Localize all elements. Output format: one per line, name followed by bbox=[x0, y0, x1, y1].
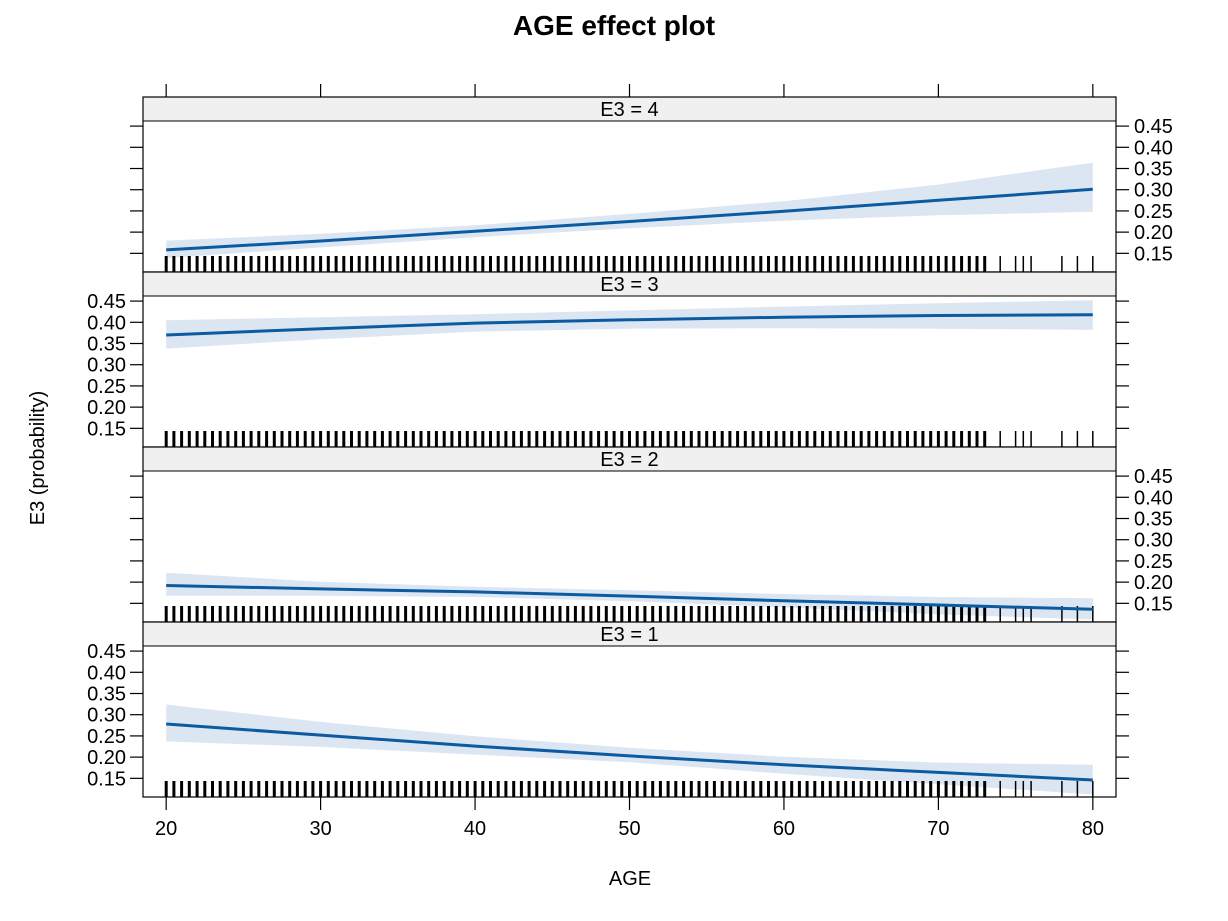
chart-title: AGE effect plot bbox=[513, 10, 715, 41]
y-tick-label: 0.20 bbox=[87, 747, 126, 769]
y-tick-label: 0.40 bbox=[1134, 137, 1173, 159]
confidence-band bbox=[166, 162, 1093, 258]
x-tick-label: 50 bbox=[618, 818, 640, 840]
y-tick-label: 0.45 bbox=[1134, 116, 1173, 138]
y-tick-label: 0.25 bbox=[87, 376, 126, 398]
y-tick-label: 0.25 bbox=[87, 726, 126, 748]
y-tick-label: 0.35 bbox=[1134, 509, 1173, 531]
x-tick-label: 70 bbox=[927, 818, 949, 840]
x-axis-label: AGE bbox=[609, 868, 651, 890]
strip-label: E3 = 4 bbox=[600, 99, 658, 121]
confidence-band bbox=[166, 300, 1093, 349]
y-tick-label: 0.15 bbox=[1134, 593, 1173, 615]
panel-1: E3 = 4 0.150.200.250.300.350.400.45 bbox=[130, 96, 1173, 273]
fit-line bbox=[166, 313, 1093, 337]
strip-box bbox=[142, 446, 1117, 472]
y-axis-label: E3 (probability) bbox=[27, 391, 49, 526]
strip-label: E3 = 3 bbox=[600, 274, 658, 296]
y-tick-label: 0.30 bbox=[1134, 180, 1173, 202]
strip-label: E3 = 1 bbox=[600, 624, 658, 646]
y-tick-label: 0.45 bbox=[87, 291, 126, 313]
x-axis: 20 30 40 50 60 70 80 bbox=[155, 84, 1104, 840]
y-tick-label: 0.25 bbox=[1134, 201, 1173, 223]
confidence-band bbox=[166, 704, 1093, 795]
fit-line bbox=[166, 722, 1093, 782]
y-tick-label: 0.25 bbox=[1134, 551, 1173, 573]
strip-label: E3 = 2 bbox=[600, 449, 658, 471]
y-tick-label: 0.20 bbox=[1134, 572, 1173, 594]
y-tick-label: 0.35 bbox=[87, 684, 126, 706]
y-tick-label: 0.30 bbox=[87, 705, 126, 727]
fit-line bbox=[166, 584, 1093, 611]
y-tick-label: 0.45 bbox=[87, 641, 126, 663]
y-tick-label: 0.40 bbox=[1134, 487, 1173, 509]
panel-2: E3 = 3 0.150.200.250.300.350.400.45 bbox=[87, 271, 1129, 448]
y-tick-label: 0.30 bbox=[1134, 530, 1173, 552]
x-tick-label: 60 bbox=[773, 818, 795, 840]
y-tick-label: 0.30 bbox=[87, 355, 126, 377]
y-tick-label: 0.35 bbox=[87, 334, 126, 356]
panel-3: E3 = 2 0.150.200.250.300.350.400.45 bbox=[130, 446, 1173, 623]
y-tick-label: 0.20 bbox=[87, 397, 126, 419]
y-tick-label: 0.15 bbox=[87, 768, 126, 790]
x-tick-label: 20 bbox=[155, 818, 177, 840]
panel-frame bbox=[142, 271, 1117, 448]
y-tick-label: 0.15 bbox=[1134, 243, 1173, 265]
panel-4: E3 = 1 0.150.200.250.300.350.400.45 bbox=[87, 621, 1129, 798]
y-tick-label: 0.20 bbox=[1134, 222, 1173, 244]
y-tick-label: 0.40 bbox=[87, 312, 126, 334]
y-tick-label: 0.15 bbox=[87, 418, 126, 440]
y-tick-label: 0.35 bbox=[1134, 159, 1173, 181]
x-tick-label: 40 bbox=[464, 818, 486, 840]
y-tick-label: 0.45 bbox=[1134, 466, 1173, 488]
y-tick-label: 0.40 bbox=[87, 662, 126, 684]
x-tick-label: 30 bbox=[309, 818, 331, 840]
fit-line bbox=[166, 187, 1093, 252]
x-tick-label: 80 bbox=[1082, 818, 1104, 840]
strip-box bbox=[142, 96, 1117, 122]
